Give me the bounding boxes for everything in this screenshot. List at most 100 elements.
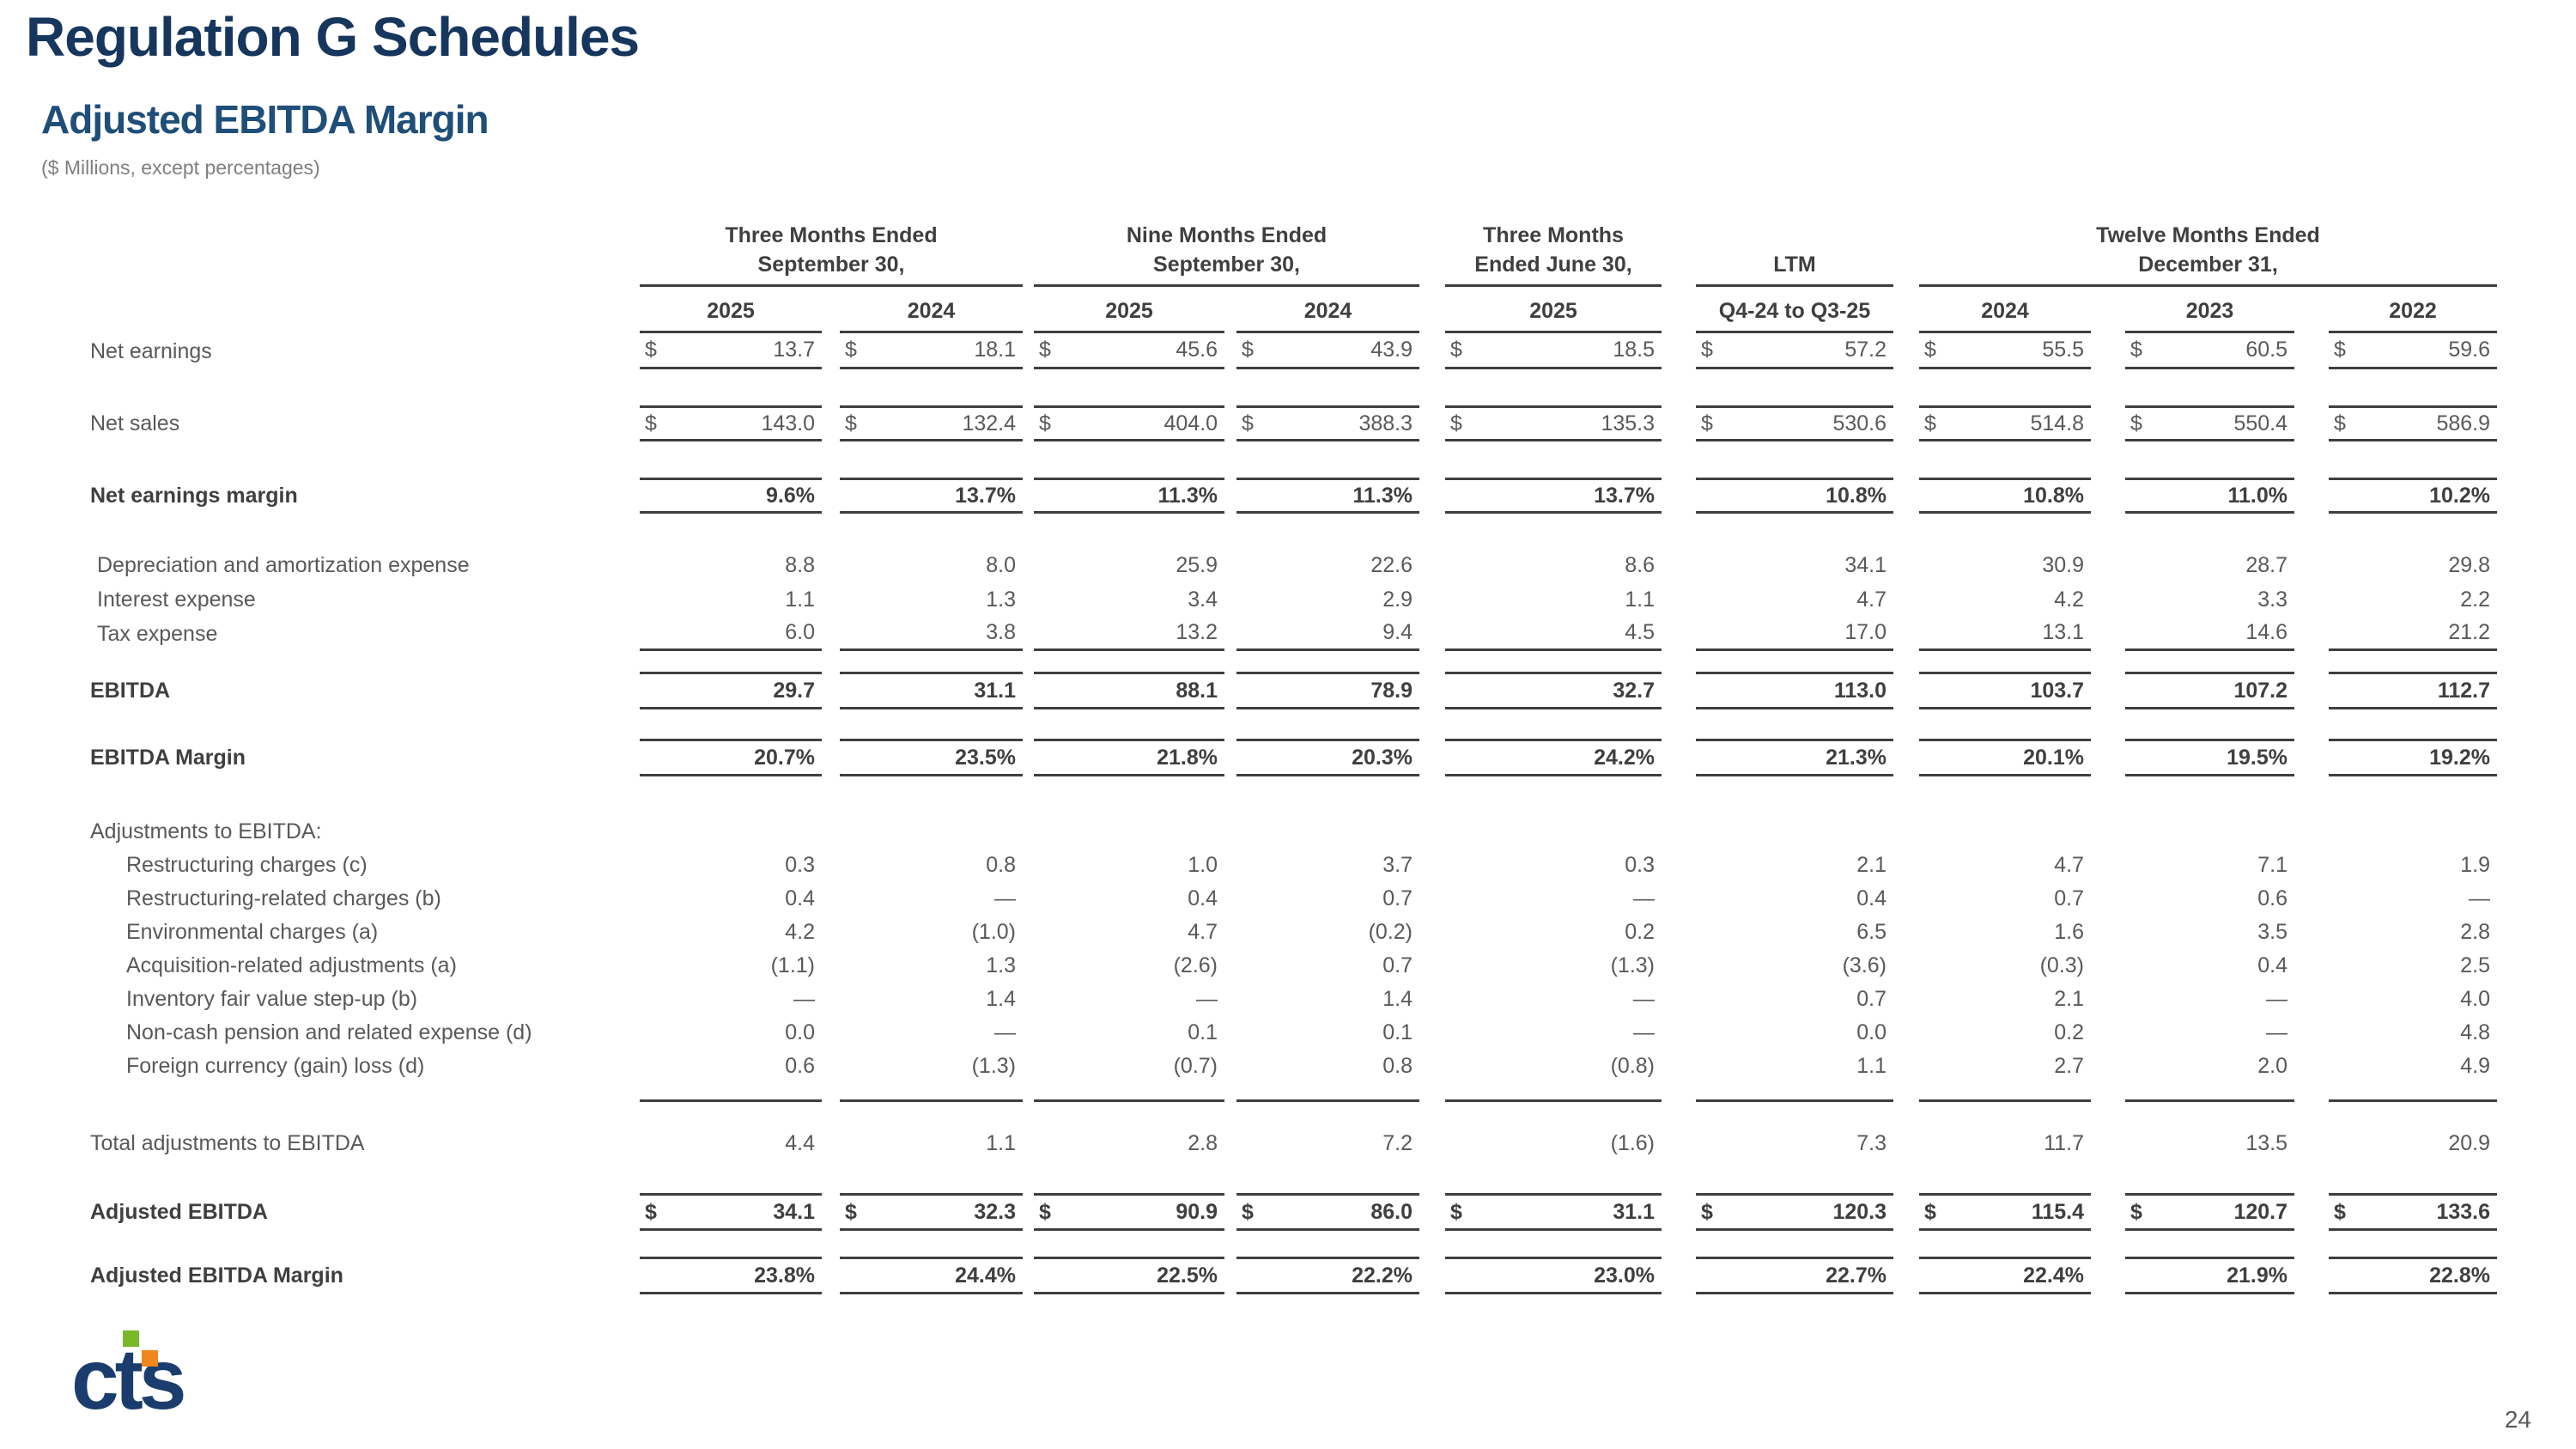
table-cell: $18.5 (1445, 333, 1662, 369)
table-cell: $404.0 (1034, 405, 1224, 441)
dollar-sign: $ (1701, 1199, 1713, 1224)
table-cell: 6.0 (640, 617, 822, 651)
table-cell: 17.0 (1696, 617, 1893, 651)
dollar-sign: $ (1450, 1199, 1462, 1224)
column-year-header: 2024 (840, 287, 1023, 333)
table-row: Adjusted EBITDA $34.1 $32.3 $90.9 $86.0 $31.1… (90, 1193, 2497, 1231)
table-cell: 20.3% (1236, 739, 1419, 776)
table-cell: $13.7 (640, 333, 822, 369)
table-cell: 23.8% (640, 1257, 822, 1294)
table-cell: 7.3 (1856, 1130, 1886, 1155)
row-label: Adjusted EBITDA (90, 1199, 268, 1224)
table-cell: 29.8 (2448, 552, 2490, 577)
table-cell: $45.6 (1034, 333, 1224, 369)
column-group-line2: September 30, (757, 253, 905, 277)
table-cell: 4.0 (2460, 987, 2490, 1011)
table-cell: 7.1 (2257, 853, 2287, 877)
page-number: 24 (2504, 1406, 2531, 1433)
table-cell: 3.5 (2257, 920, 2287, 944)
column-group-header: LTM (1696, 196, 1893, 287)
ebitda-table: Three Months Ended September 30, Nine Mont… (90, 196, 2497, 1294)
table-cell: 22.5% (1034, 1257, 1224, 1294)
row-label: Interest expense (97, 587, 256, 612)
table-row: Acquisition-related adjustments (a) (1.1)… (90, 949, 2497, 983)
table-cell: 3.4 (1188, 587, 1218, 612)
row-label: Net sales (90, 411, 180, 435)
dollar-sign: $ (845, 338, 857, 362)
column-year-header: Q4-24 to Q3-25 (1696, 287, 1893, 333)
table-row-spacer (90, 369, 2497, 405)
table-cell: 30.9 (2042, 552, 2084, 577)
table-cell: 112.7 (2329, 672, 2497, 709)
dollar-sign: $ (1039, 1199, 1051, 1224)
cell-value: 586.9 (2436, 411, 2490, 435)
table-cell: 23.0% (1445, 1257, 1662, 1294)
column-group-line2: December 31, (2138, 253, 2278, 277)
table-cell: 0.1 (1382, 1020, 1413, 1044)
cell-value: 45.6 (1176, 338, 1218, 362)
table-cell: 9.6% (640, 478, 822, 514)
table-row: Restructuring charges (c) 0.3 0.8 1.0 3.7 0.3… (90, 849, 2497, 882)
dollar-sign: $ (1242, 338, 1254, 362)
cell-value: 18.5 (1613, 338, 1655, 362)
column-year-header: 2024 (1236, 287, 1419, 333)
table-row: EBITDA 29.7 31.1 88.1 78.9 32.7 113.0 103.7 107.… (90, 672, 2497, 709)
cell-value: 115.4 (2031, 1199, 2084, 1224)
table-cell: 0.6 (785, 1054, 815, 1078)
table-row: Adjusted EBITDA Margin 23.8% 24.4% 22.5% 22.… (90, 1257, 2497, 1294)
cell-value: 55.5 (2042, 338, 2084, 362)
table-cell: $132.4 (840, 405, 1023, 441)
cell-value: 57.2 (1844, 338, 1886, 362)
table-cell: 2.8 (2460, 920, 2490, 944)
cell-value: 13.7 (773, 338, 815, 362)
cell-value: 59.6 (2448, 338, 2490, 362)
rule-cell (1034, 1083, 1224, 1102)
table-cell: 3.3 (2257, 587, 2287, 612)
cell-value: 143.0 (761, 411, 815, 435)
table-cell: $60.5 (2125, 333, 2294, 369)
table-cell: (3.6) (1842, 953, 1886, 977)
table-row: Restructuring-related charges (b) 0.4 — 0.4… (90, 882, 2497, 916)
table-cell: 20.1% (1919, 739, 2091, 776)
table-cell: 34.1 (1844, 552, 1886, 577)
logo-text: cts (71, 1331, 187, 1428)
table-cell: 11.0% (2125, 478, 2294, 514)
row-label: Net earnings margin (90, 483, 298, 508)
table-cell: 13.7% (840, 478, 1023, 514)
table-cell: $530.6 (1696, 405, 1893, 441)
column-group-line2: Ended June 30, (1474, 253, 1632, 277)
table-row: Total adjustments to EBITDA 4.4 1.1 2.8 7.2 (… (90, 1126, 2497, 1160)
table-cell: 1.1 (986, 1130, 1016, 1155)
table-cell: 2.5 (2460, 953, 2490, 977)
row-label: Net earnings (90, 338, 212, 363)
table-cell: (1.3) (971, 1054, 1016, 1078)
cell-value: 120.7 (2233, 1199, 2287, 1224)
table-cell: 0.0 (1856, 1020, 1886, 1044)
table-row-spacer (90, 1102, 2497, 1126)
table-row: Inventory fair value step-up (b) — 1.4 — 1.4… (90, 983, 2497, 1016)
row-label: Adjustments to EBITDA: (90, 819, 322, 843)
table-cell: $133.6 (2329, 1193, 2497, 1231)
table-cell: 107.2 (2125, 672, 2294, 709)
table-cell: 10.8% (1696, 478, 1893, 514)
column-year-header: 2025 (640, 287, 822, 333)
row-label: Inventory fair value step-up (b) (126, 987, 418, 1011)
dollar-sign: $ (1450, 338, 1462, 362)
table-cell: 1.3 (986, 953, 1016, 977)
rule-cell (1445, 1083, 1662, 1102)
table-cell: 24.2% (1445, 739, 1662, 776)
table-cell: $115.4 (1919, 1193, 2091, 1231)
table-cell: 4.4 (785, 1130, 815, 1155)
cell-value: 43.9 (1370, 338, 1413, 362)
table-cell: 0.3 (1625, 853, 1655, 877)
table-cell: 7.2 (1382, 1130, 1413, 1155)
table-row-spacer (90, 776, 2497, 814)
table-cell: $120.3 (1696, 1193, 1893, 1231)
table-cell: (1.3) (1610, 953, 1655, 977)
cell-value: 132.4 (962, 411, 1016, 435)
table-cell: 9.4 (1236, 617, 1419, 651)
table-cell: 4.7 (1188, 920, 1218, 944)
table-cell: 1.1 (1625, 587, 1655, 612)
table-cell: $32.3 (840, 1193, 1023, 1231)
table-cell: 23.5% (840, 739, 1023, 776)
